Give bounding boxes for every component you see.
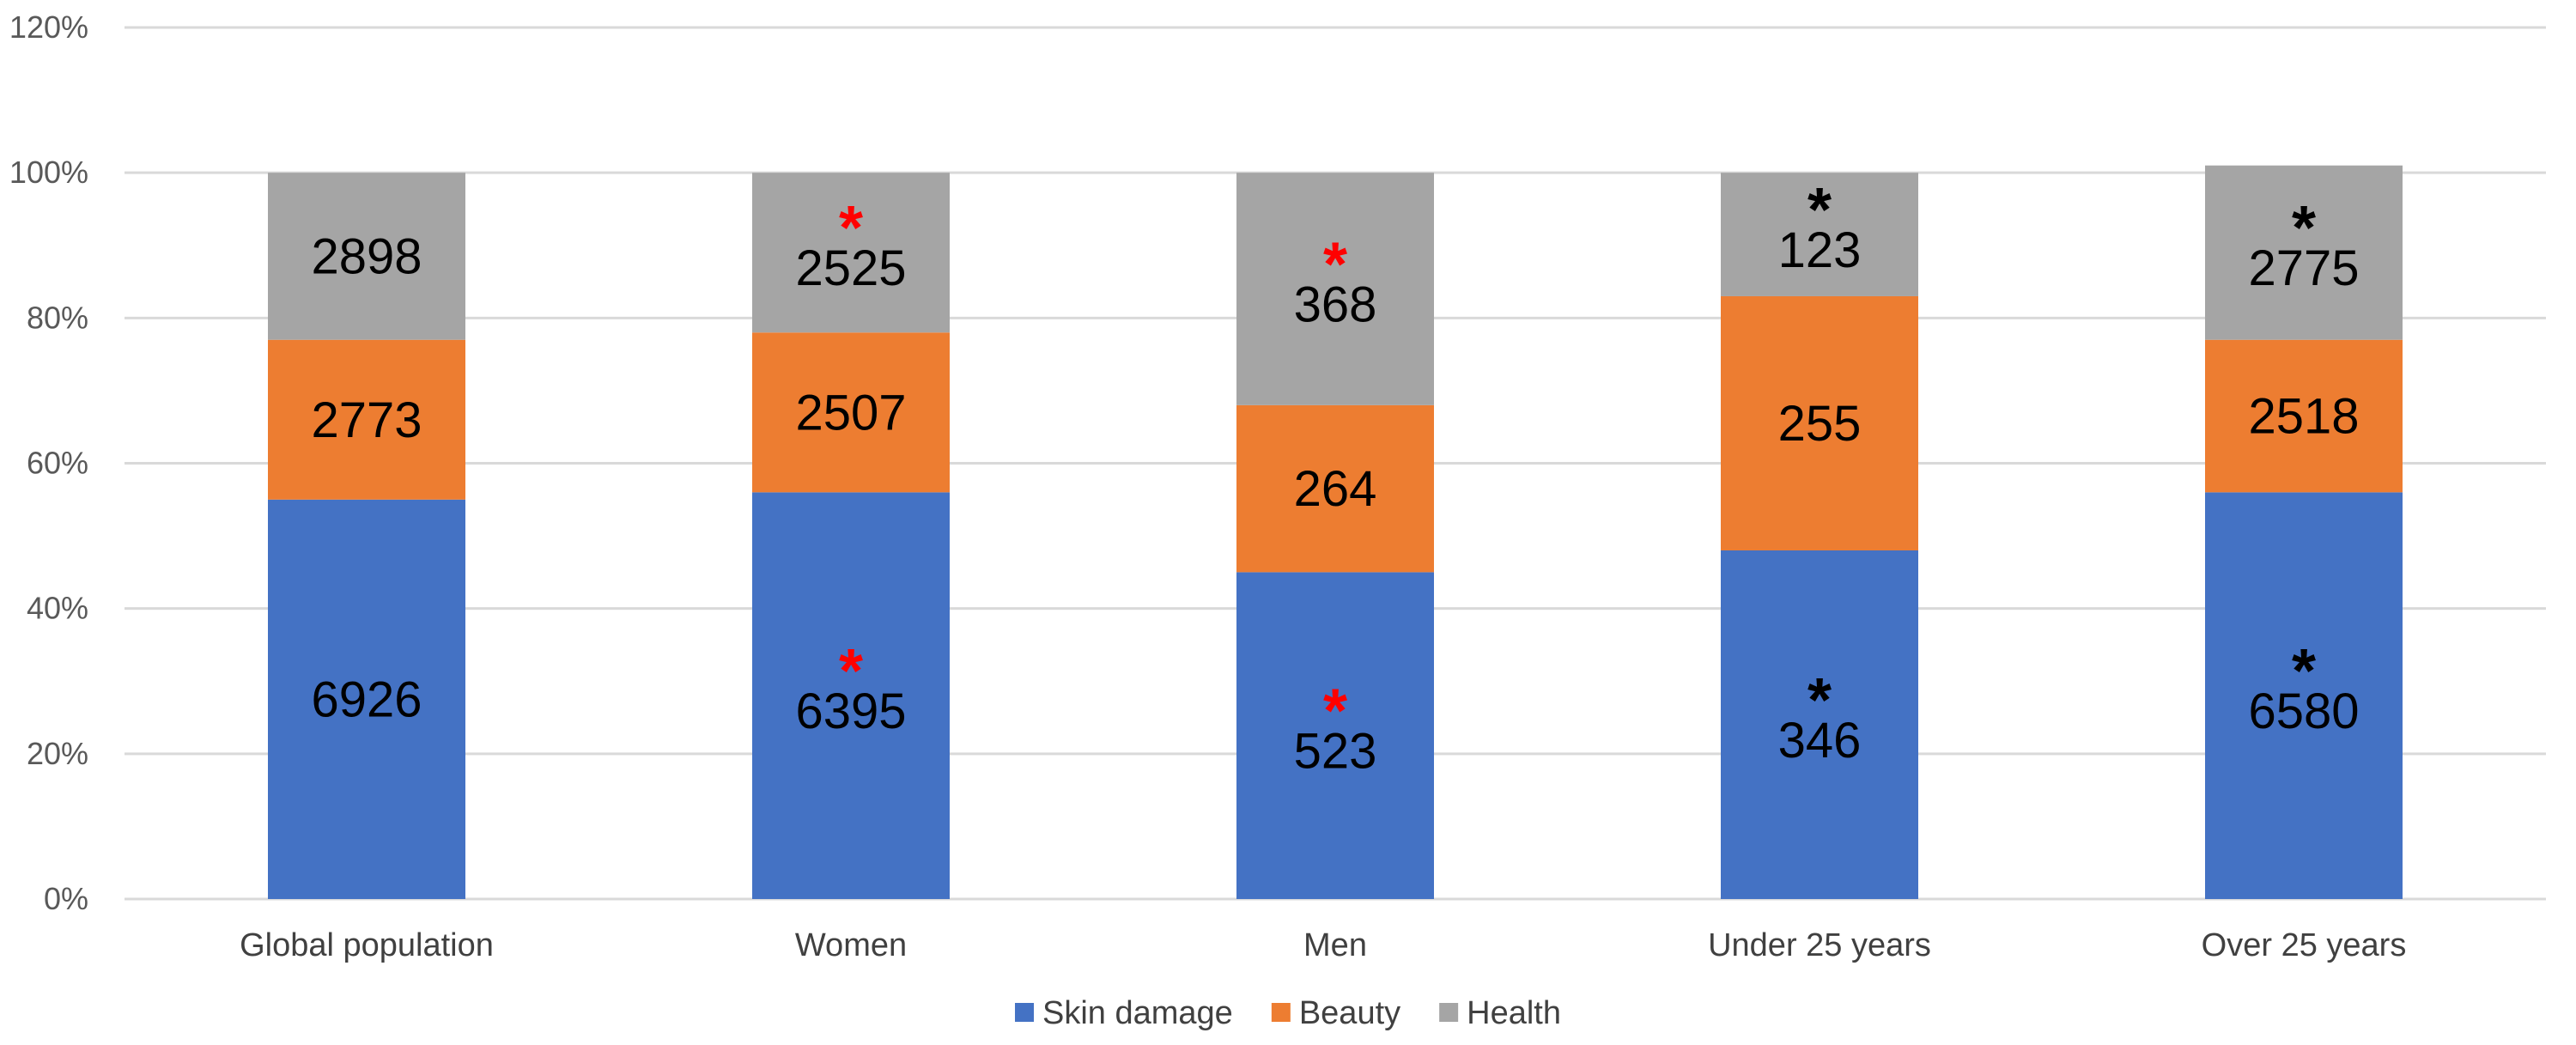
x-category-label: Men	[1303, 927, 1367, 963]
legend-swatch	[1015, 1003, 1035, 1022]
bar-segment	[268, 173, 465, 340]
data-label: 6926	[311, 671, 422, 727]
bar-segment	[2205, 492, 2403, 899]
y-tick-label: 40%	[27, 591, 88, 626]
bars: 6926277328986395*25072525*523*264368*346…	[268, 165, 2403, 899]
significance-star: *	[1323, 231, 1347, 300]
legend-label: Health	[1467, 995, 1561, 1031]
significance-star: *	[1807, 666, 1832, 735]
significance-star: *	[839, 194, 863, 263]
legend: Skin damage Beauty Health	[1015, 995, 1561, 1031]
bar-segment	[752, 332, 950, 493]
bar-segment	[2205, 339, 2403, 493]
significance-star: *	[2292, 637, 2316, 706]
bar-segment	[1721, 550, 1918, 899]
significance-star: *	[1323, 677, 1347, 746]
data-label: 2775	[2248, 240, 2359, 296]
data-label: 2518	[2248, 389, 2359, 445]
x-category-label: Global population	[240, 927, 494, 963]
y-tick-label: 0%	[44, 881, 88, 916]
data-label: 2525	[795, 240, 906, 296]
y-tick-label: 20%	[27, 736, 88, 771]
data-label: 368	[1294, 277, 1377, 333]
data-label: 255	[1778, 396, 1862, 452]
y-tick-label: 120%	[9, 9, 88, 45]
legend-swatch	[1271, 1003, 1291, 1022]
data-label: 6395	[795, 684, 906, 739]
data-label: 123	[1778, 222, 1862, 278]
data-label: 2898	[311, 228, 422, 284]
significance-star: *	[839, 637, 863, 706]
bar-segment	[2205, 165, 2403, 340]
legend-label: Beauty	[1299, 995, 1400, 1031]
data-label: 523	[1294, 724, 1377, 780]
bar-segment	[1721, 295, 1918, 550]
bar-segment	[268, 499, 465, 899]
y-tick-label: 60%	[27, 446, 88, 481]
bar-segment	[752, 492, 950, 899]
bar-segment	[752, 173, 950, 333]
data-label: 2773	[311, 392, 422, 448]
x-category-label: Women	[795, 927, 907, 963]
bar-segment	[1236, 404, 1434, 573]
bar-segment	[1236, 572, 1434, 899]
x-axis-categories: Global population Women Men Under 25 years O…	[240, 927, 2406, 963]
data-label: 346	[1778, 713, 1862, 769]
data-label: 2507	[795, 385, 906, 440]
y-tick-label: 100%	[9, 155, 88, 190]
y-tick-label: 80%	[27, 300, 88, 335]
x-category-label: Over 25 years	[2202, 927, 2407, 963]
bar-segment	[1721, 173, 1918, 296]
bar-segment	[1236, 173, 1434, 405]
legend-label: Skin damage	[1042, 995, 1233, 1031]
data-label: 6580	[2248, 684, 2359, 739]
y-axis-ticks: 0% 20% 40% 60% 80% 100% 120%	[9, 9, 88, 916]
significance-star: *	[1807, 176, 1832, 245]
data-label: 264	[1294, 461, 1377, 517]
significance-star: *	[2292, 194, 2316, 263]
legend-swatch	[1439, 1003, 1459, 1022]
bar-segment	[268, 339, 465, 500]
x-category-label: Under 25 years	[1708, 927, 1931, 963]
